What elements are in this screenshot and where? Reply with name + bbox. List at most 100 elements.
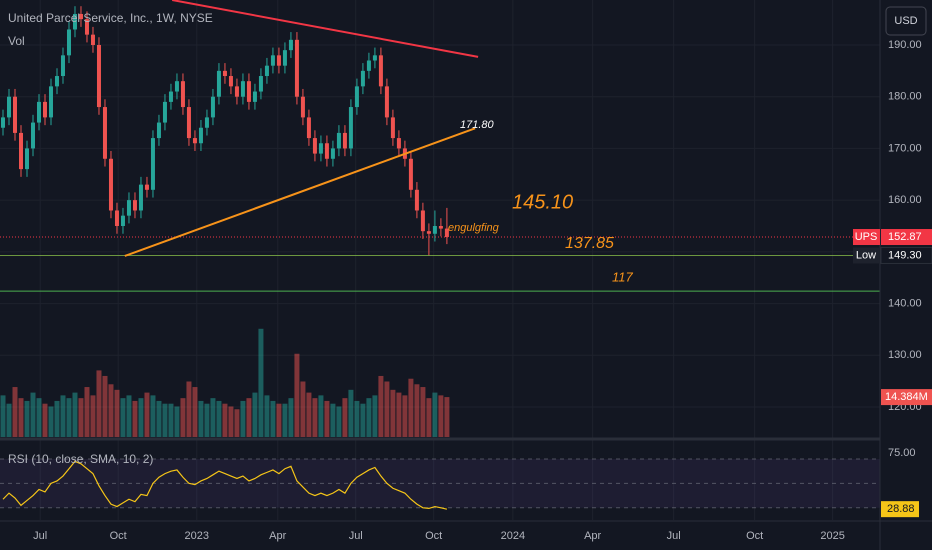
volume-bar xyxy=(330,403,336,437)
volume-bar xyxy=(0,395,6,437)
chart-title: United Parcel Service, Inc., 1W, NYSE xyxy=(8,11,213,25)
volume-bar xyxy=(36,398,42,437)
volume-bar xyxy=(138,398,144,437)
candle-body xyxy=(222,70,227,77)
candle-body xyxy=(108,158,113,211)
volume-bar xyxy=(174,406,180,437)
volume-bar xyxy=(192,387,198,437)
candle-body xyxy=(354,86,359,108)
candle-body xyxy=(30,122,35,149)
volume-bar xyxy=(108,384,114,437)
candle-body xyxy=(444,228,449,238)
candle-body xyxy=(24,148,29,170)
last-price: 152.87 xyxy=(888,231,922,243)
candle-body xyxy=(216,70,221,97)
candle-body xyxy=(318,143,323,154)
candle-body xyxy=(144,184,149,190)
volume-bar xyxy=(12,387,18,437)
volume-bar xyxy=(318,395,324,437)
candle-body xyxy=(210,96,215,118)
x-tick-label: 2024 xyxy=(501,530,525,542)
volume-bar xyxy=(426,398,432,437)
volume-bar xyxy=(204,403,210,437)
volume-bar xyxy=(354,400,360,437)
volume-bar xyxy=(156,400,162,437)
volume-bar xyxy=(360,403,366,437)
candle-body xyxy=(6,96,11,118)
volume-bar xyxy=(270,400,276,437)
candle-body xyxy=(186,107,191,139)
candle-body xyxy=(432,225,437,234)
candle-body xyxy=(66,29,71,56)
volume-bar xyxy=(408,378,414,437)
candle-body xyxy=(330,148,335,159)
volume-bar xyxy=(306,392,312,437)
candle-body xyxy=(168,91,173,102)
annotation: engulgfing xyxy=(448,222,500,234)
x-tick-label: Oct xyxy=(110,530,127,542)
volume-bar xyxy=(228,406,234,437)
candle-body xyxy=(48,86,53,118)
volume-last: 14.384M xyxy=(885,391,928,403)
candle-body xyxy=(378,55,383,87)
volume-bar xyxy=(210,398,216,437)
volume-bar xyxy=(168,403,174,437)
candle-body xyxy=(390,117,395,139)
candle-body xyxy=(306,117,311,139)
candle-body xyxy=(174,81,179,92)
candle-body xyxy=(126,200,131,216)
candle-body xyxy=(60,55,65,77)
low-label: Low xyxy=(856,249,876,261)
price-badge xyxy=(881,229,932,246)
volume-bar xyxy=(72,392,78,437)
symbol-badge xyxy=(853,229,880,246)
volume-bar xyxy=(342,398,348,437)
candle-body xyxy=(360,70,365,87)
volume-bar xyxy=(300,381,306,437)
volume-bar xyxy=(414,384,420,437)
volume-bar xyxy=(222,403,228,437)
volume-bar xyxy=(84,387,90,437)
x-tick-label: 2023 xyxy=(185,530,209,542)
volume-bar xyxy=(132,400,138,437)
candle-body xyxy=(420,210,425,232)
currency: USD xyxy=(894,15,917,27)
volume-bar xyxy=(18,398,24,437)
annotation: 117 xyxy=(612,269,633,284)
candle-body xyxy=(78,13,83,20)
candle-body xyxy=(264,65,269,77)
candle-body xyxy=(132,200,137,211)
candle-body xyxy=(414,189,419,211)
x-tick-label: Jul xyxy=(33,530,47,542)
candle-body xyxy=(276,55,281,66)
low-badge xyxy=(853,247,880,264)
currency-button[interactable] xyxy=(885,6,927,36)
volume-bar xyxy=(276,403,282,437)
candle-body xyxy=(246,81,251,102)
trendline-label: 171.80 xyxy=(460,119,495,131)
volume-bar xyxy=(114,389,120,437)
volume-bar xyxy=(366,398,372,437)
volume-bar xyxy=(432,392,438,437)
volume-bar xyxy=(390,389,396,437)
candle-body xyxy=(0,117,5,128)
volume-bar xyxy=(312,398,318,437)
volume-bar xyxy=(78,398,84,437)
candle-body xyxy=(18,132,23,170)
volume-bar xyxy=(48,406,54,437)
x-tick-label: Jul xyxy=(349,530,363,542)
y-tick-label: 170.00 xyxy=(888,142,922,154)
x-tick-label: Oct xyxy=(746,530,763,542)
volume-bar xyxy=(282,403,288,437)
volume-bar xyxy=(252,392,258,437)
volume-bar xyxy=(162,403,168,437)
candle-body xyxy=(372,55,377,61)
volume-bar xyxy=(246,398,252,437)
candle-body xyxy=(300,96,305,118)
symbol-label: UPS xyxy=(855,231,878,243)
candle-body xyxy=(192,138,197,144)
y-tick-label: 130.00 xyxy=(888,349,922,361)
candle-body xyxy=(180,81,185,108)
rsi-tick-label: 75.00 xyxy=(888,447,916,459)
volume-bar xyxy=(180,398,186,437)
